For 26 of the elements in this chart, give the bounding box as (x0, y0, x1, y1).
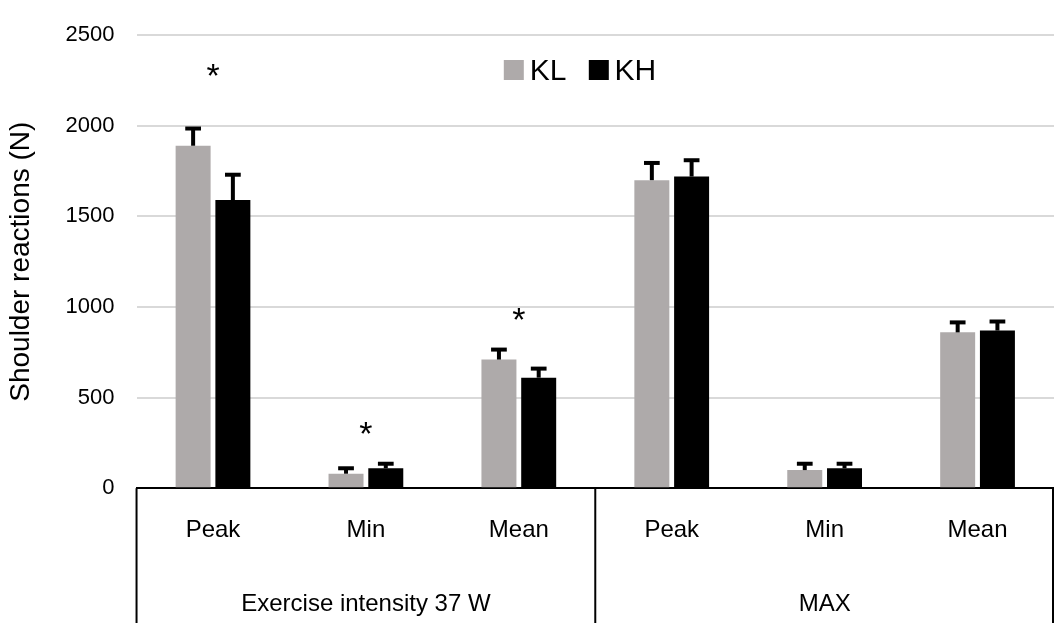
y-tick-label: 1000 (65, 293, 115, 319)
bar (328, 473, 364, 488)
x-tick-label: Peak (185, 515, 242, 543)
text: MAX (798, 588, 851, 616)
bar (175, 145, 211, 488)
annotation: * (206, 55, 220, 94)
y-tick-label: 500 (77, 383, 115, 409)
bar (787, 470, 823, 488)
text: Exercise intensity 37 W (241, 588, 491, 616)
y-tick-label: 0 (102, 474, 115, 500)
annotation: * (512, 299, 526, 338)
annotation: * (359, 413, 373, 452)
x-tick-label: Mean (488, 515, 549, 543)
bar (940, 332, 976, 488)
y-axis-title: Shoulder reactions (N) (3, 121, 35, 402)
y-tick-label: 1500 (65, 202, 115, 228)
x-tick-label: Peak (644, 515, 701, 543)
legend-label: KL (529, 53, 567, 88)
y-tick-label: 2000 (65, 111, 115, 137)
legend-label: KH (614, 53, 657, 88)
bar (634, 180, 670, 488)
x-tick-label: Mean (947, 515, 1008, 543)
x-tick-label: Min (346, 515, 386, 543)
y-tick-label: 2500 (65, 21, 115, 47)
bar (481, 359, 517, 488)
x-tick-label: Min (805, 515, 844, 543)
